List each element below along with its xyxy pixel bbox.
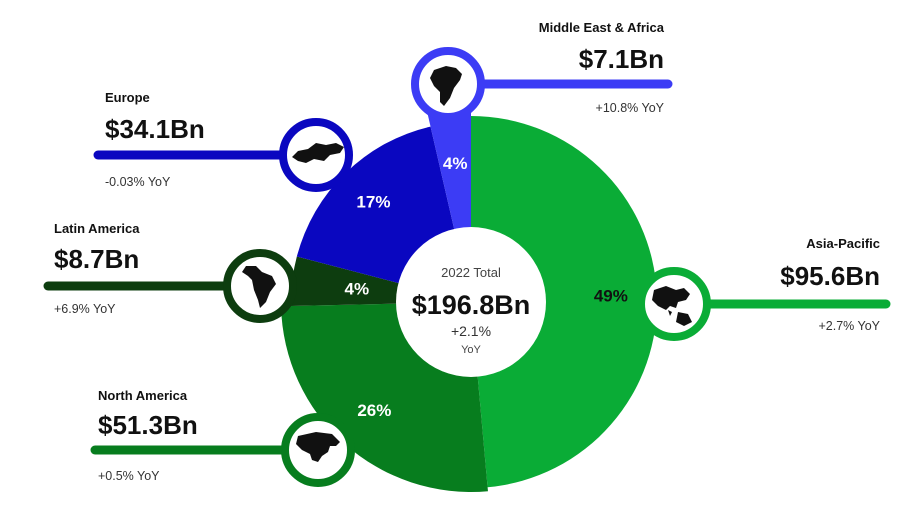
region-value: $8.7Bn [54, 244, 139, 274]
asia-pacific-map-icon [637, 267, 711, 341]
region-callouts: Asia-Pacific $95.6Bn +2.7% YoY North Americ… [54, 20, 881, 483]
region-yoy: +0.5% YoY [98, 469, 160, 483]
callout-north-america: North America $51.3Bn +0.5% YoY [98, 388, 198, 483]
region-name: Latin America [54, 221, 140, 236]
region-name: Europe [105, 90, 150, 105]
center-hole [396, 227, 546, 377]
center-yoy-label: YoY [461, 344, 481, 356]
percent-label-asia-pacific: 49% [594, 287, 628, 306]
region-value: $95.6Bn [780, 261, 880, 291]
region-value: $34.1Bn [105, 114, 205, 144]
region-value: $7.1Bn [579, 44, 664, 74]
center-yoy: +2.1% [451, 323, 491, 339]
middle-east-africa-map-icon [411, 47, 485, 121]
callout-asia-pacific: Asia-Pacific $95.6Bn +2.7% YoY [780, 236, 880, 333]
region-name: Asia-Pacific [806, 236, 880, 251]
percent-label-europe: 17% [356, 193, 390, 212]
region-value: $51.3Bn [98, 410, 198, 440]
percent-label-north-america: 26% [357, 401, 391, 420]
slice-percent-labels: 49% 26% 4% 17% 4% [344, 154, 627, 420]
center-title: 2022 Total [441, 265, 501, 280]
slice-asia-pacific [471, 116, 657, 488]
region-yoy: +6.9% YoY [54, 302, 116, 316]
callout-latin-america: Latin America $8.7Bn +6.9% YoY [54, 221, 140, 316]
percent-label-middle-east-and-africa: 4% [443, 154, 468, 173]
latin-america-map-icon [223, 249, 297, 323]
callout-europe: Europe $34.1Bn -0.03% YoY [105, 90, 205, 189]
europe-map-icon [279, 118, 353, 192]
percent-label-latin-america: 4% [344, 280, 369, 299]
region-name: Middle East & Africa [539, 20, 665, 35]
region-name: North America [98, 388, 188, 403]
center-value: $196.8Bn [412, 290, 531, 320]
region-yoy: +2.7% YoY [818, 319, 880, 333]
region-yoy: +10.8% YoY [596, 101, 665, 115]
region-yoy: -0.03% YoY [105, 175, 171, 189]
center-total: 2022 Total $196.8Bn +2.1% YoY [396, 227, 546, 377]
north-america-map-icon [281, 413, 355, 487]
region-badges [223, 47, 711, 487]
callout-middle-east-and-africa: Middle East & Africa $7.1Bn +10.8% YoY [539, 20, 665, 115]
pie [281, 92, 657, 492]
